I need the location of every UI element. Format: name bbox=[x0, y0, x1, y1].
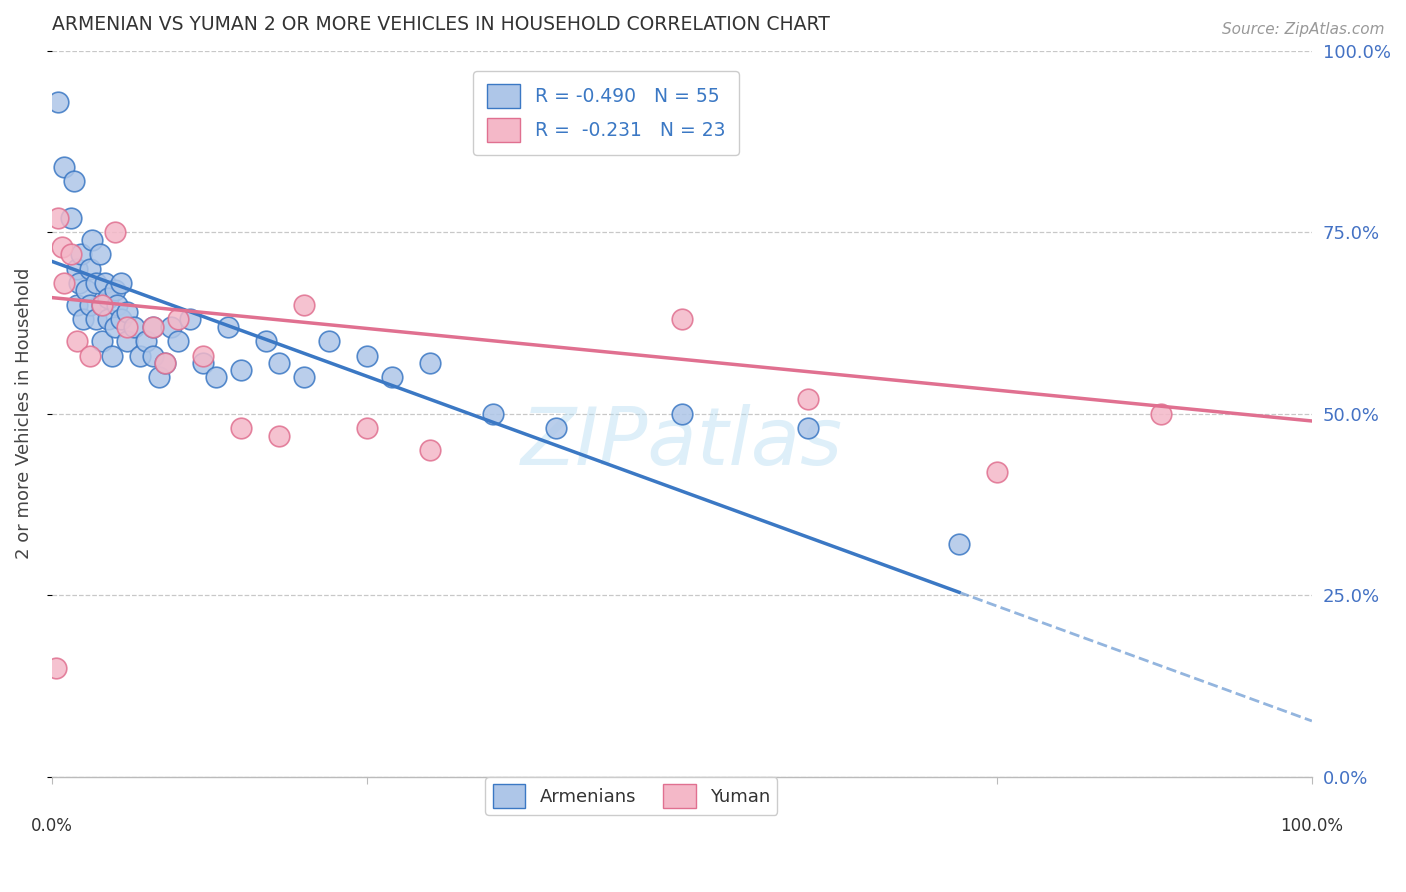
Text: 100.0%: 100.0% bbox=[1281, 816, 1343, 835]
Point bbox=[117, 334, 139, 348]
Point bbox=[191, 349, 214, 363]
Point bbox=[204, 370, 226, 384]
Point bbox=[79, 349, 101, 363]
Point bbox=[179, 312, 201, 326]
Point bbox=[191, 356, 214, 370]
Point bbox=[66, 261, 89, 276]
Point bbox=[160, 319, 183, 334]
Point bbox=[142, 349, 165, 363]
Point bbox=[948, 537, 970, 551]
Point bbox=[51, 240, 73, 254]
Point bbox=[110, 312, 132, 326]
Point bbox=[148, 370, 170, 384]
Point bbox=[66, 334, 89, 348]
Point bbox=[110, 276, 132, 290]
Point bbox=[53, 276, 76, 290]
Point bbox=[63, 174, 86, 188]
Point bbox=[104, 283, 127, 297]
Point bbox=[142, 319, 165, 334]
Point bbox=[318, 334, 340, 348]
Point bbox=[105, 298, 128, 312]
Point bbox=[80, 233, 103, 247]
Point bbox=[104, 319, 127, 334]
Point bbox=[1150, 407, 1173, 421]
Y-axis label: 2 or more Vehicles in Household: 2 or more Vehicles in Household bbox=[15, 268, 32, 559]
Point bbox=[84, 276, 107, 290]
Text: ZIPatlas: ZIPatlas bbox=[520, 404, 842, 482]
Point bbox=[797, 392, 820, 407]
Point bbox=[356, 349, 378, 363]
Point bbox=[46, 95, 69, 109]
Text: Source: ZipAtlas.com: Source: ZipAtlas.com bbox=[1222, 22, 1385, 37]
Point bbox=[93, 276, 115, 290]
Point bbox=[129, 349, 152, 363]
Point bbox=[419, 356, 441, 370]
Point bbox=[101, 349, 124, 363]
Point bbox=[217, 319, 239, 334]
Point bbox=[66, 298, 89, 312]
Point bbox=[797, 421, 820, 435]
Point bbox=[122, 319, 145, 334]
Point bbox=[381, 370, 404, 384]
Point bbox=[69, 276, 91, 290]
Point bbox=[89, 247, 111, 261]
Point bbox=[44, 661, 66, 675]
Point bbox=[69, 247, 91, 261]
Point bbox=[544, 421, 567, 435]
Point bbox=[97, 312, 120, 326]
Point bbox=[166, 334, 188, 348]
Point bbox=[91, 298, 114, 312]
Point bbox=[292, 370, 315, 384]
Point bbox=[419, 443, 441, 458]
Point bbox=[671, 312, 693, 326]
Point bbox=[72, 312, 94, 326]
Point bbox=[117, 305, 139, 319]
Point bbox=[267, 428, 290, 442]
Text: ARMENIAN VS YUMAN 2 OR MORE VEHICLES IN HOUSEHOLD CORRELATION CHART: ARMENIAN VS YUMAN 2 OR MORE VEHICLES IN … bbox=[52, 15, 830, 34]
Point bbox=[267, 356, 290, 370]
Point bbox=[46, 211, 69, 225]
Point bbox=[135, 334, 157, 348]
Point bbox=[229, 363, 252, 377]
Point bbox=[254, 334, 277, 348]
Point bbox=[79, 298, 101, 312]
Point bbox=[84, 312, 107, 326]
Point bbox=[79, 261, 101, 276]
Point bbox=[142, 319, 165, 334]
Point bbox=[153, 356, 176, 370]
Point bbox=[53, 160, 76, 174]
Point bbox=[153, 356, 176, 370]
Point bbox=[59, 247, 82, 261]
Point bbox=[59, 211, 82, 225]
Point bbox=[91, 298, 114, 312]
Text: 0.0%: 0.0% bbox=[31, 816, 73, 835]
Point bbox=[229, 421, 252, 435]
Point bbox=[166, 312, 188, 326]
Point bbox=[104, 225, 127, 239]
Point bbox=[91, 334, 114, 348]
Point bbox=[481, 407, 503, 421]
Point bbox=[986, 465, 1008, 479]
Legend: Armenians, Yuman: Armenians, Yuman bbox=[485, 777, 778, 814]
Point bbox=[75, 283, 97, 297]
Point bbox=[97, 291, 120, 305]
Point bbox=[671, 407, 693, 421]
Point bbox=[117, 319, 139, 334]
Point bbox=[356, 421, 378, 435]
Point bbox=[292, 298, 315, 312]
